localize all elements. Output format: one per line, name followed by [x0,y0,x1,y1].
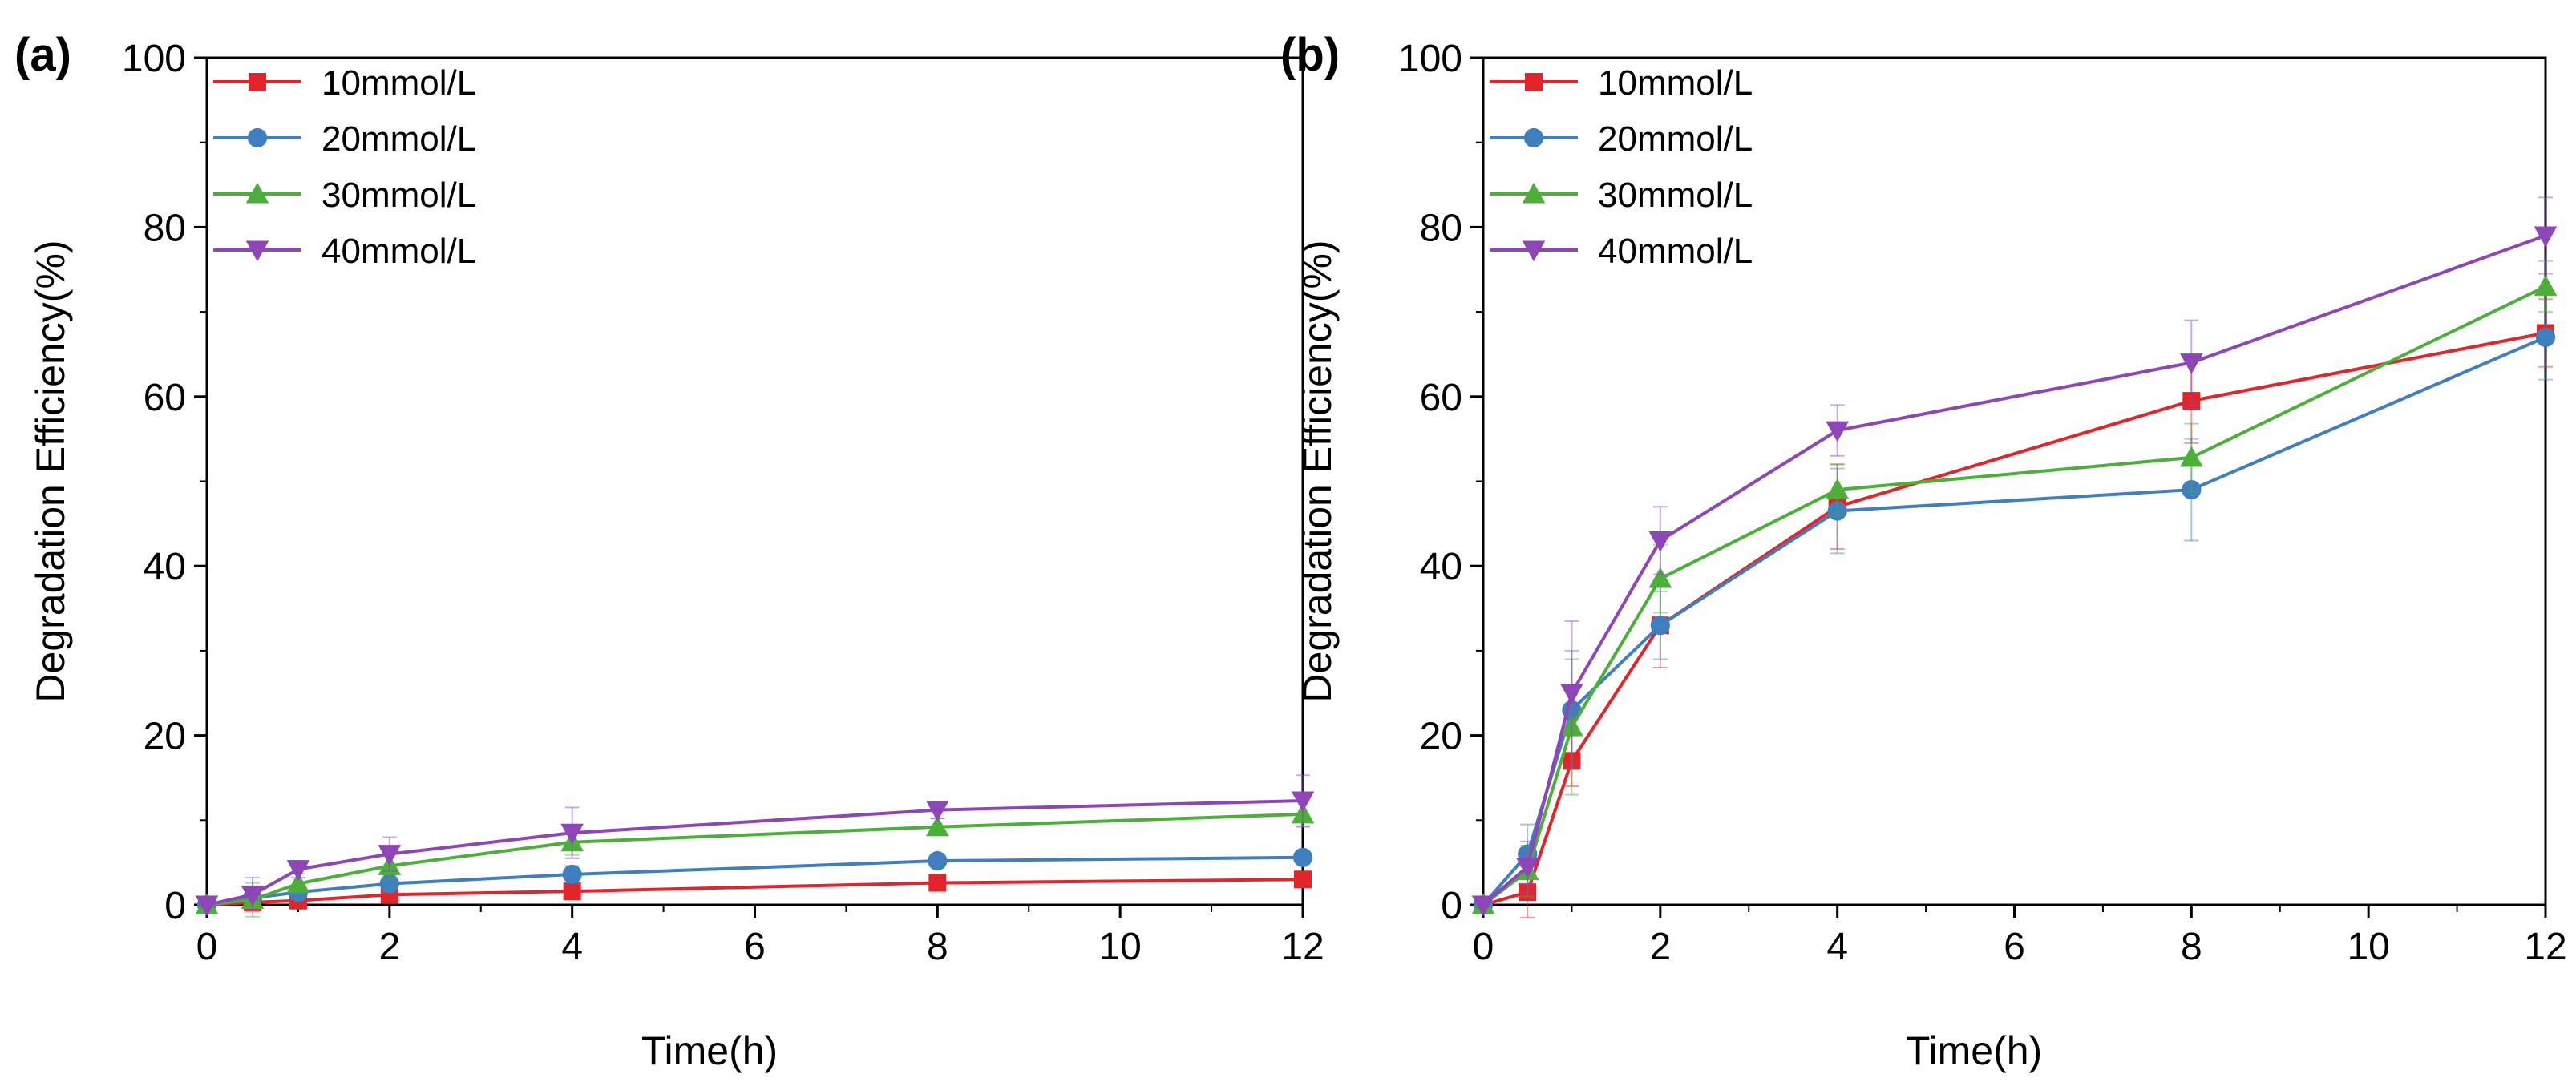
y-tick-label: 100 [1398,38,1462,80]
x-axis-label-b: Time(h) [1906,1028,2042,1073]
data-point [1826,478,1849,499]
x-tick-label: 2 [378,926,400,968]
y-tick-label: 40 [144,546,186,588]
data-point [1650,616,1670,636]
data-point [928,850,948,871]
legend: 10mmol/L 20mmol/L 30mmol/L 40mmol/L [1490,63,1753,271]
legend-label: 40mmol/L [1598,232,1753,271]
legend-marker [247,127,268,148]
y-tick-label: 40 [1420,546,1462,588]
legend-marker [245,240,269,262]
data-point [2180,446,2203,467]
x-tick-label: 10 [1098,926,1141,968]
panel-label-a: (a) [14,29,71,81]
y-tick-label: 0 [1441,885,1462,927]
data-point [1826,421,1849,442]
data-point [195,895,219,917]
y-tick-label: 20 [1420,716,1462,758]
x-tick-label: 0 [1473,926,1494,968]
data-point [928,874,947,892]
x-tick-label: 6 [2004,926,2025,968]
legend-marker [1522,182,1546,204]
x-tick-label: 4 [561,926,583,968]
data-point [1563,752,1581,770]
data-point [1292,847,1313,867]
plot-area-a: 0 20 40 60 80 100 0 2 4 6 8 10 12 10mmol/L 20mmol/L 30m… [122,38,1324,968]
x-tick-label: 10 [2347,926,2389,968]
data-point [563,882,581,901]
legend-label: 10mmol/L [321,63,476,103]
legend-label: 40mmol/L [321,232,476,271]
chart-panel-b: (b) Degradation Efficiency(%) Time(h) 0 2… [1280,29,2567,1073]
data-point [2534,275,2558,296]
data-point [2182,479,2202,500]
data-point [926,815,949,837]
data-point [926,801,949,822]
legend-marker [245,182,269,204]
x-tick-label: 12 [1281,926,1324,968]
chart-panel-a: (a) Degradation Efficiency(%) Time(h) 0 2… [14,29,1324,1073]
data-point [1471,895,1495,917]
legend-label: 20mmol/L [1598,119,1753,159]
legend-marker [1525,73,1543,91]
x-tick-label: 4 [1826,926,1848,968]
x-tick-label: 8 [2181,926,2202,968]
data-point [1291,791,1315,813]
series-40mmol/L [195,774,1315,917]
data-point [1515,857,1539,878]
data-point [2182,392,2201,410]
x-tick-label: 8 [927,926,948,968]
legend-marker [249,73,266,91]
plot-area-b: 0 20 40 60 80 100 0 2 4 6 8 10 12 10mmol/L 20mmol/L 30m… [1398,38,2567,968]
data-point [378,845,402,866]
x-tick-label: 0 [196,926,218,968]
x-tick-label: 12 [2524,926,2566,968]
legend-label: 30mmol/L [321,176,476,215]
data-point [560,823,584,845]
legend-marker [1523,127,1544,148]
y-axis-label-a: Degradation Efficiency(%) [28,240,73,702]
data-point [1560,715,1583,737]
data-point [1291,802,1315,824]
legend: 10mmol/L 20mmol/L 30mmol/L 40mmol/L [213,63,476,271]
y-tick-label: 20 [144,716,186,758]
data-point [2534,226,2558,248]
y-tick-label: 0 [164,885,186,927]
x-axis-label-a: Time(h) [641,1028,778,1073]
data-point [1294,870,1312,889]
y-tick-label: 80 [144,207,186,249]
y-tick-label: 80 [1420,207,1462,249]
legend-marker [1522,240,1546,262]
data-point [1827,501,1847,521]
legend-label: 20mmol/L [321,119,476,159]
y-tick-label: 100 [122,38,186,80]
data-point [1648,531,1672,552]
y-tick-label: 60 [144,377,186,419]
x-tick-label: 2 [1649,926,1671,968]
data-point [1519,883,1537,902]
data-point [241,885,265,906]
data-point [2535,327,2556,347]
legend-label: 30mmol/L [1598,176,1753,215]
x-tick-label: 6 [744,926,766,968]
legend-label: 10mmol/L [1598,63,1753,103]
data-point [562,864,582,885]
data-point [286,872,310,894]
series-40mmol/L [1471,196,2558,917]
y-tick-label: 60 [1420,377,1462,419]
data-point [1560,684,1583,705]
panel-label-b: (b) [1280,29,1340,81]
y-axis-label-b: Degradation Efficiency(%) [1295,240,1340,702]
data-point [1648,567,1672,588]
data-point [286,860,310,881]
data-point [379,874,399,894]
data-point [2180,353,2203,374]
